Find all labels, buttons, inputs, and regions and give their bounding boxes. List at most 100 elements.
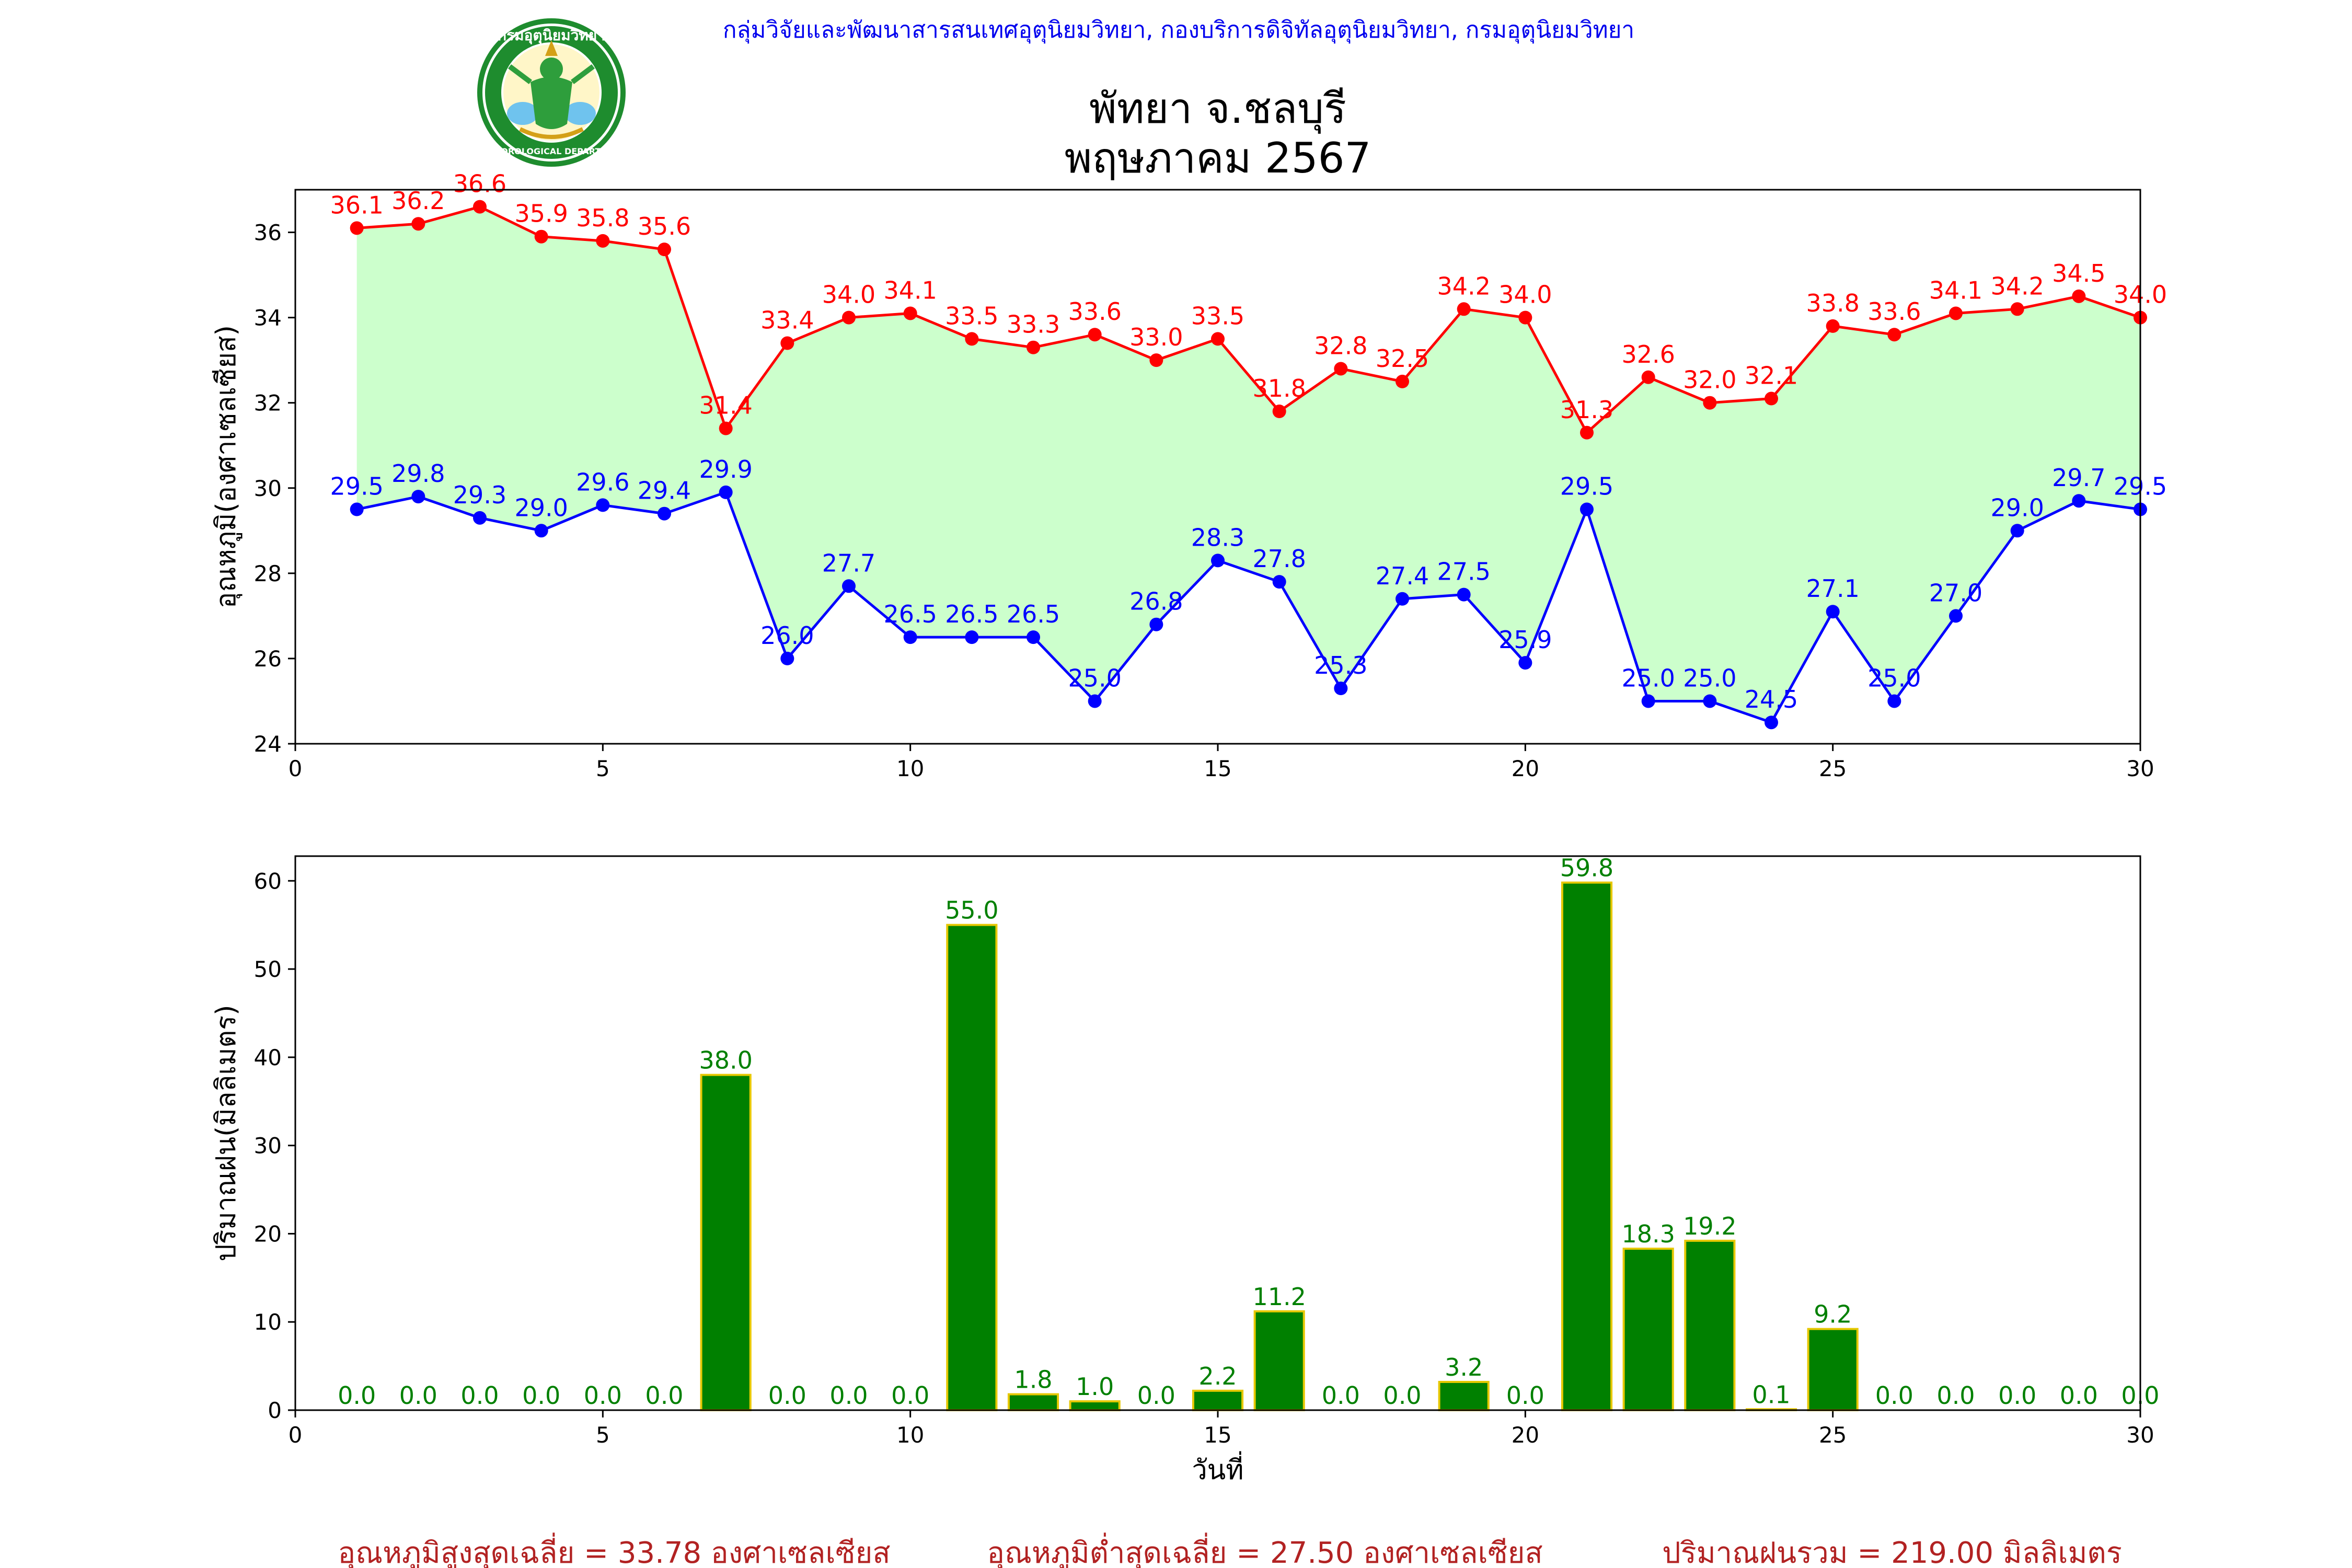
x-tick-label: 25: [1819, 1422, 1847, 1448]
min-temp-label: 29.9: [699, 455, 752, 483]
max-temp-label: 34.2: [1990, 272, 2044, 300]
y-tick-label: 0: [268, 1398, 282, 1423]
max-temp-label: 33.3: [1007, 310, 1060, 339]
rainfall-label: 0.0: [829, 1381, 868, 1410]
y-tick-label: 10: [254, 1309, 282, 1335]
min-temp-point: [903, 630, 917, 644]
max-temp-point: [1703, 396, 1717, 410]
max-temp-label: 34.1: [1929, 276, 1982, 304]
max-temp-label: 31.8: [1252, 374, 1306, 402]
y-tick-label: 32: [254, 390, 282, 416]
min-temp-label: 27.8: [1252, 545, 1306, 573]
temperature-chart: 0 5 10 15 20 25 30 24 26 28 30 32 34 36 อุณหภูมิ(องศาเ…: [211, 170, 2167, 781]
min-temp-point: [1765, 716, 1778, 730]
min-temp-point: [1887, 694, 1901, 708]
rainfall-label: 38.0: [699, 1046, 752, 1075]
rainfall-label: 0.0: [2060, 1381, 2098, 1410]
min-temp-point: [411, 490, 425, 504]
max-temp-label: 35.9: [514, 200, 568, 228]
min-temp-point: [1580, 502, 1594, 516]
min-temp-label: 29.7: [2052, 464, 2105, 492]
y-tick-label: 26: [254, 646, 282, 672]
rainfall-label: 19.2: [1683, 1212, 1736, 1240]
max-temp-label: 34.0: [1498, 281, 1552, 309]
max-temp-label: 33.6: [1867, 297, 1921, 326]
max-temp-point: [2010, 302, 2024, 316]
max-temp-point: [1027, 340, 1040, 354]
max-temp-label: 34.0: [822, 281, 875, 309]
max-temp-point: [1580, 425, 1594, 440]
rainfall-label: 0.0: [460, 1381, 499, 1410]
x-tick-label: 5: [596, 756, 610, 781]
rainfall-label: 1.0: [1076, 1373, 1114, 1401]
rainfall-label: 0.0: [1506, 1381, 1544, 1410]
min-temp-point: [596, 498, 610, 512]
y-tick-label: 30: [254, 476, 282, 501]
y-tick-label: 30: [254, 1133, 282, 1159]
min-temp-label: 29.8: [391, 459, 445, 488]
max-temp-label: 33.8: [1806, 289, 1859, 317]
max-temp-label: 33.6: [1068, 297, 1121, 326]
min-temp-label: 25.0: [1068, 664, 1121, 692]
min-temp-point: [719, 485, 733, 499]
min-temp-point: [1027, 630, 1040, 644]
min-temp-label: 29.3: [453, 481, 506, 509]
rainfall-label: 18.3: [1621, 1220, 1675, 1248]
rainfall-bar: [700, 1074, 752, 1411]
min-temp-point: [2010, 524, 2024, 538]
y-tick-label: 60: [254, 868, 282, 894]
min-temp-point: [1518, 656, 1532, 670]
min-temp-point: [473, 511, 487, 525]
max-temp-point: [1149, 353, 1163, 367]
plot-frame: [294, 855, 2141, 1411]
max-temp-point: [534, 229, 548, 244]
rainfall-bar: [1807, 1328, 1859, 1411]
plot-frame: [294, 189, 2141, 745]
min-temp-label: 27.4: [1376, 562, 1429, 590]
min-temp-label: 29.5: [1560, 472, 1613, 501]
rainfall-bar: [1253, 1310, 1305, 1411]
x-axis-label: วันที่: [1192, 1451, 1243, 1486]
y-tick-label: 24: [254, 731, 282, 757]
rainfall-bar: [1007, 1393, 1059, 1412]
min-temp-point: [350, 502, 364, 516]
rainfall-bar: [1069, 1400, 1121, 1412]
rainfall-label: 3.2: [1445, 1353, 1483, 1381]
x-tick-label: 15: [1204, 756, 1231, 781]
min-temp-point: [780, 651, 794, 665]
x-tick-label: 15: [1204, 1422, 1231, 1448]
rainfall-label: 9.2: [1814, 1300, 1852, 1329]
max-temp-point: [1765, 391, 1778, 406]
max-temp-point: [903, 306, 917, 320]
max-temp-label: 34.5: [2052, 259, 2105, 287]
y-tick-label: 34: [254, 305, 282, 331]
max-temp-label: 36.1: [330, 191, 383, 219]
max-temp-label: 31.4: [699, 391, 752, 420]
x-tick-label: 30: [2126, 1422, 2154, 1448]
chart-subtitle: พฤษภาคม 2567: [1065, 134, 1371, 182]
min-temp-label: 27.0: [1929, 579, 1982, 607]
rainfall-label: 0.0: [645, 1381, 683, 1410]
x-tick-label: 10: [896, 756, 924, 781]
rainfall-label: 1.8: [1014, 1366, 1052, 1394]
max-temp-label: 36.2: [391, 187, 445, 215]
rainfall-bar: [946, 924, 998, 1411]
x-tick-label: 20: [1512, 756, 1539, 781]
min-temp-point: [965, 630, 979, 644]
min-temp-point: [1703, 694, 1717, 708]
max-temp-label: 31.3: [1560, 396, 1613, 424]
max-temp-label: 33.5: [1191, 302, 1244, 330]
max-temp-point: [1949, 306, 1963, 320]
min-temp-point: [842, 579, 856, 593]
max-temp-point: [1641, 370, 1655, 384]
rainfall-label: 0.0: [1875, 1381, 1913, 1410]
rainfall-bar: [1622, 1248, 1674, 1412]
rainfall-bar: [1561, 881, 1613, 1411]
max-temp-point: [1088, 328, 1102, 342]
min-temp-point: [1949, 609, 1963, 623]
min-temp-label: 25.3: [1314, 651, 1367, 679]
min-temp-point: [1334, 682, 1348, 695]
rainfall-label: 0.0: [1322, 1381, 1360, 1410]
rainfall-label: 0.0: [891, 1381, 929, 1410]
max-temp-point: [965, 332, 979, 346]
